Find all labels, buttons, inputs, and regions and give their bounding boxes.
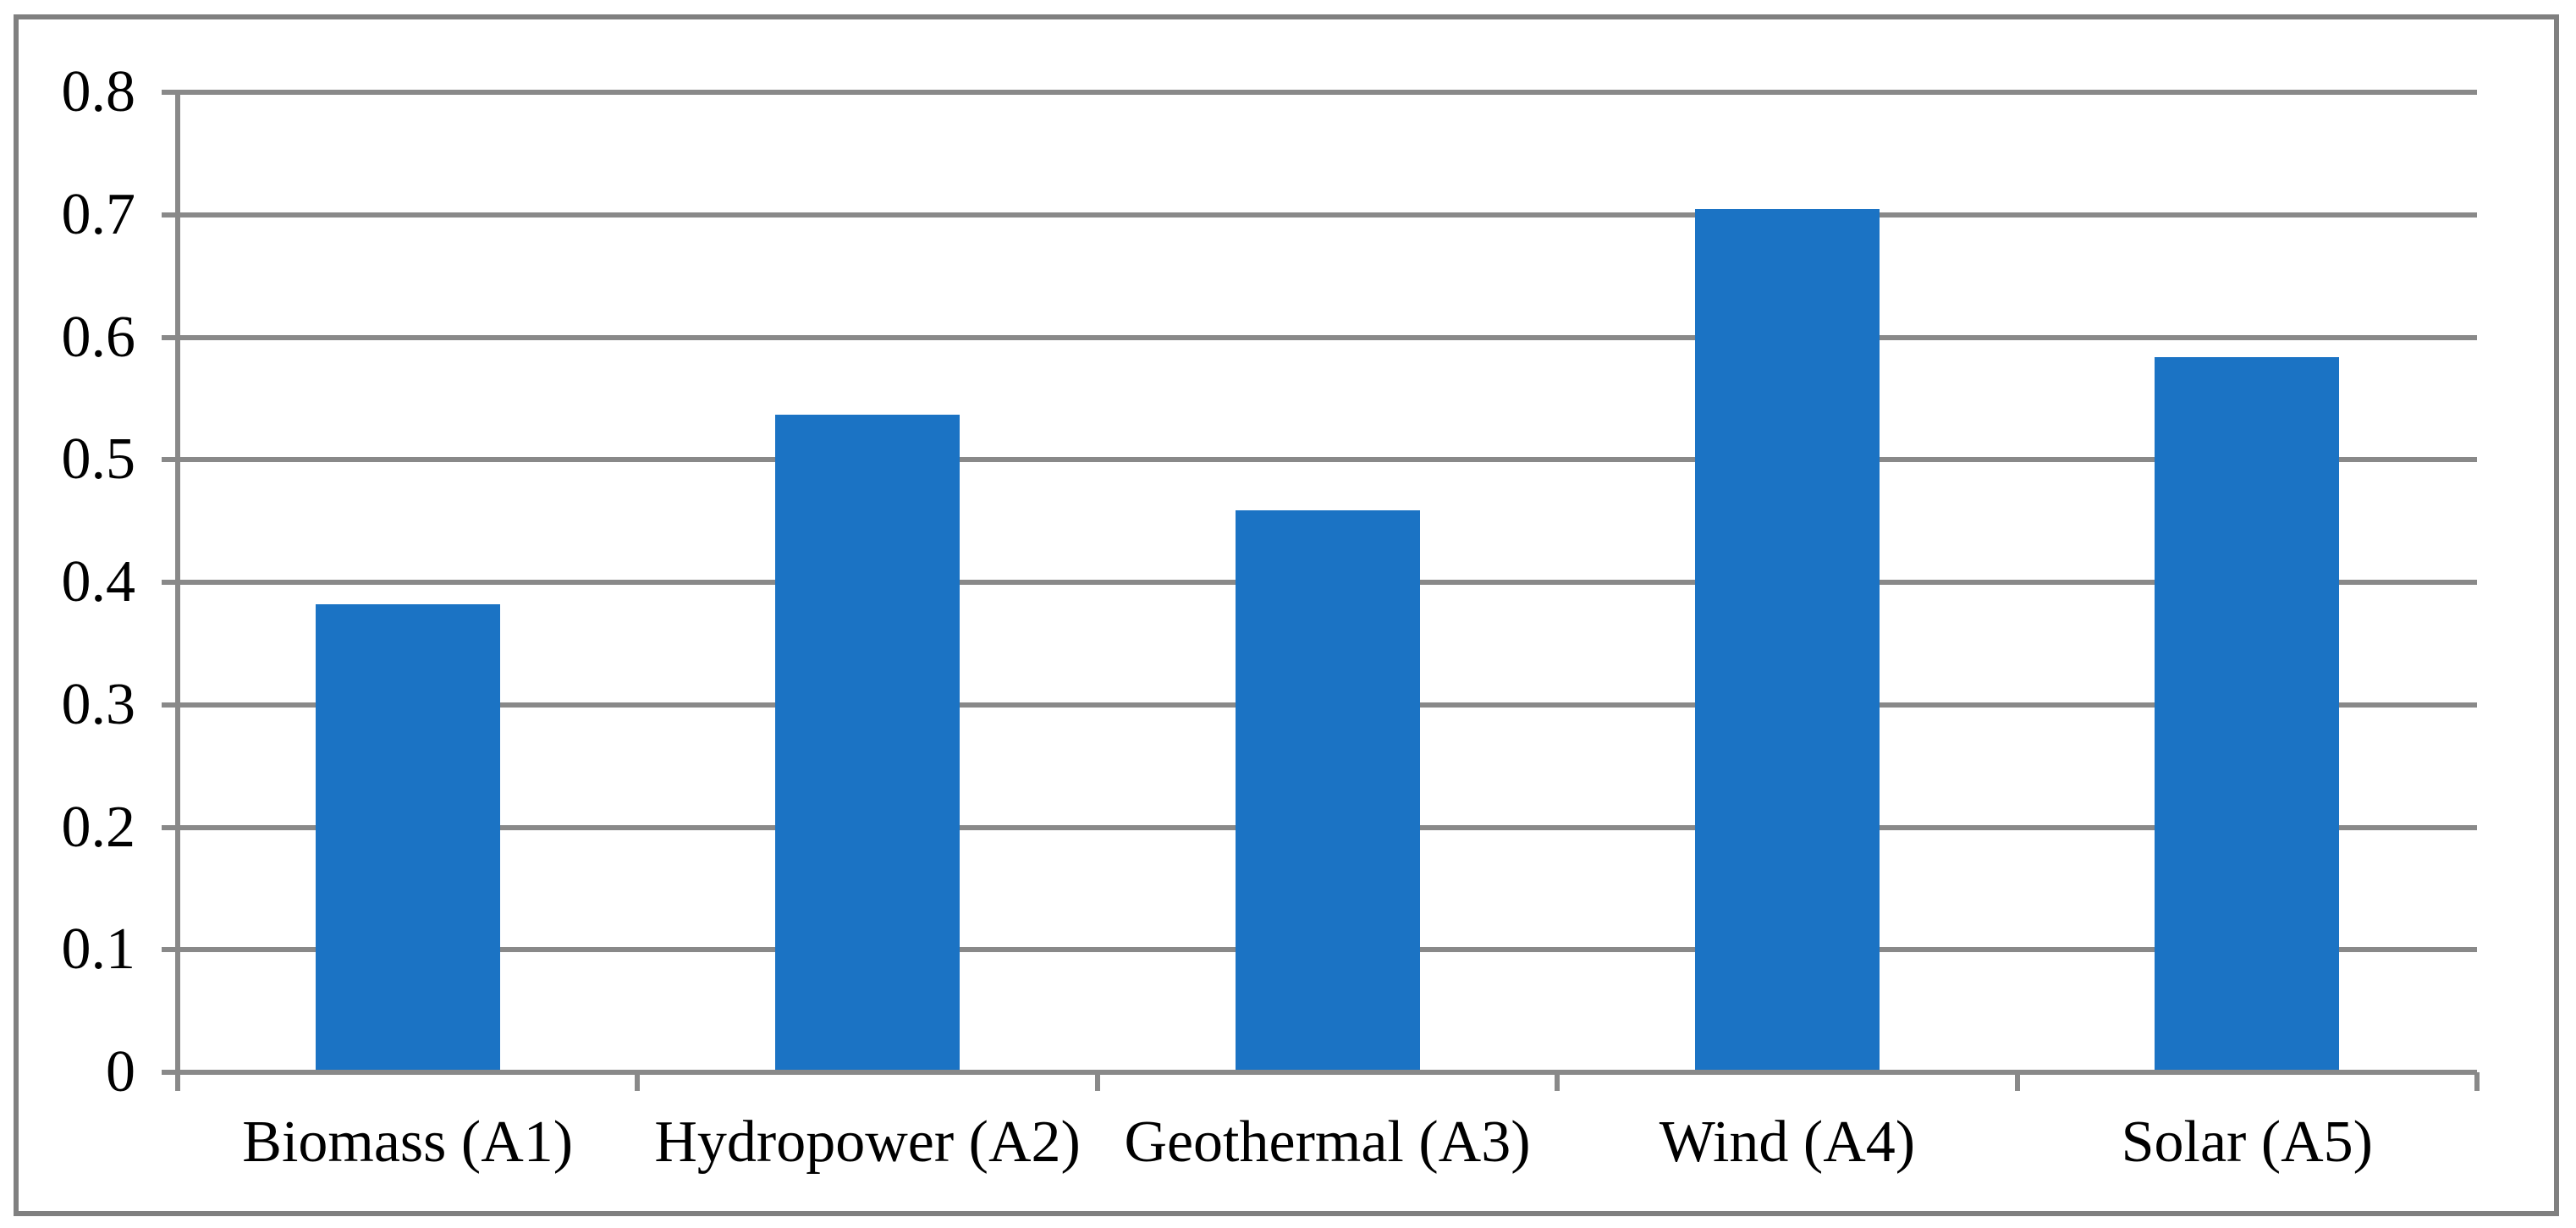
y-axis-tick-label: 0.7 xyxy=(61,181,136,247)
x-axis-category-label: Geothermal (A3) xyxy=(1124,1110,1531,1175)
x-axis-tick xyxy=(2474,1072,2480,1091)
x-axis-category-label: Wind (A4) xyxy=(1659,1110,1916,1175)
bar-wind-a4 xyxy=(1694,208,1880,1072)
y-axis-tick-label: 0.1 xyxy=(61,917,136,983)
gridline xyxy=(162,334,2477,340)
bar-geothermal-a3 xyxy=(1235,509,1420,1072)
y-axis-tick-label: 0.2 xyxy=(61,794,136,860)
bar-solar-a5 xyxy=(2155,356,2340,1072)
bar-biomass-a1 xyxy=(315,604,500,1072)
x-axis-category-label: Solar (A5) xyxy=(2121,1110,2373,1175)
y-axis-tick-label: 0.6 xyxy=(61,304,136,370)
y-axis-tick-label: 0.5 xyxy=(61,427,136,493)
x-axis-baseline xyxy=(162,1070,2477,1075)
chart-outer-border xyxy=(14,14,2559,1216)
gridline xyxy=(162,90,2477,95)
bar-hydropower-a2 xyxy=(775,414,960,1072)
y-axis-line xyxy=(175,90,180,1091)
y-axis-tick-label: 0.3 xyxy=(61,671,136,737)
gridline xyxy=(162,212,2477,218)
x-axis-tick xyxy=(1094,1072,1100,1091)
gridline xyxy=(162,457,2477,463)
y-axis-tick-label: 0 xyxy=(106,1039,135,1104)
x-axis-tick xyxy=(635,1072,641,1091)
x-axis-category-label: Hydropower (A2) xyxy=(654,1110,1081,1175)
x-axis-tick xyxy=(175,1072,180,1091)
x-axis-tick xyxy=(1555,1072,1560,1091)
x-axis-tick xyxy=(2014,1072,2020,1091)
y-axis-tick-label: 0.8 xyxy=(61,59,136,124)
x-axis-category-label: Biomass (A1) xyxy=(242,1110,574,1175)
y-axis-tick-label: 0.4 xyxy=(61,549,136,614)
